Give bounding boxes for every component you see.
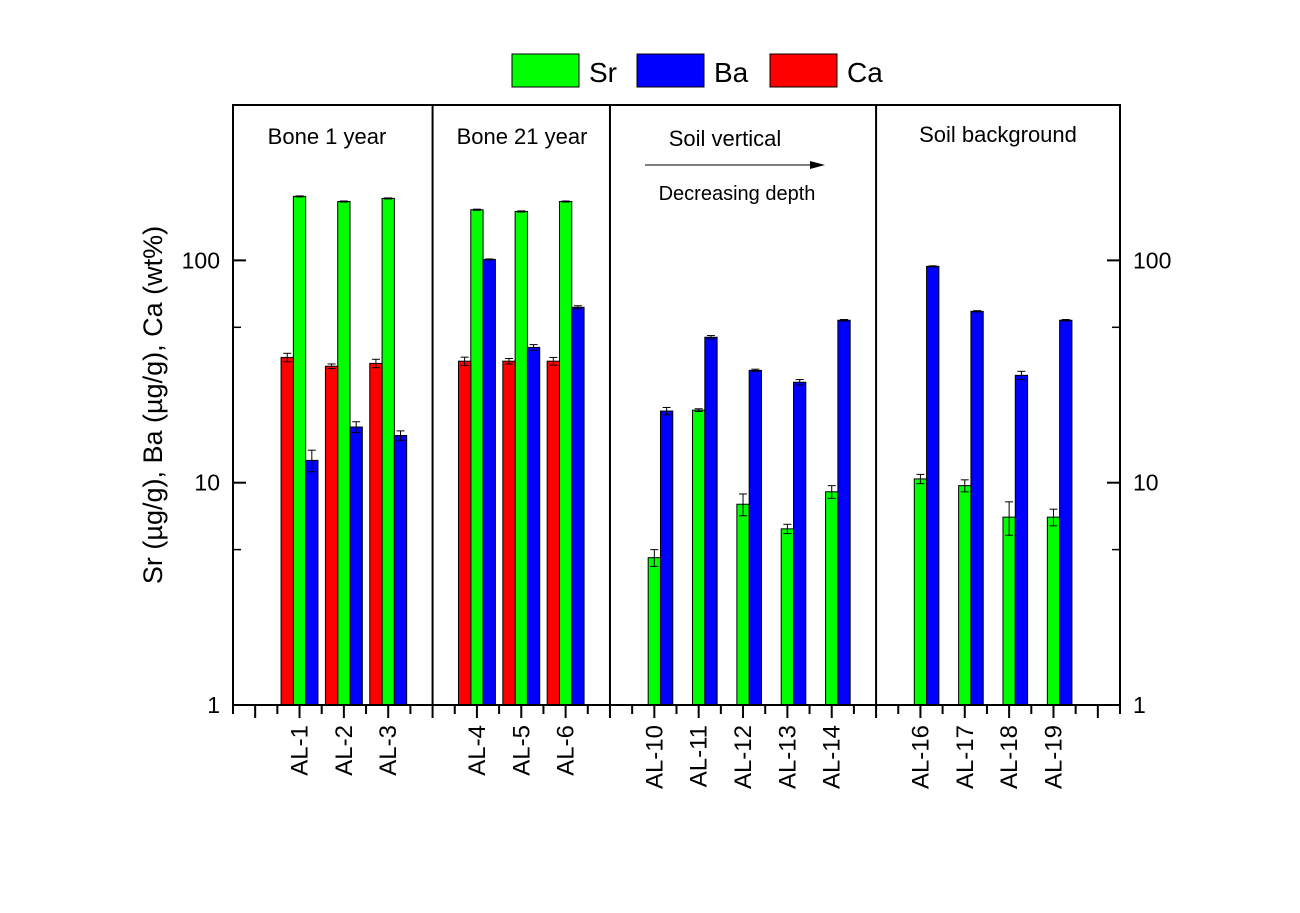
bar-sr-al-2	[337, 201, 351, 706]
legend-label-ba: Ba	[714, 57, 749, 88]
y-tick-label-left: 1	[207, 692, 220, 718]
axes: AL-1 AL-2 AL-3 AL-4 AL-5 AL-6 AL-10 AL-11 AL-12 A…	[182, 104, 1171, 789]
legend-label-ca: Ca	[847, 57, 883, 88]
bar-ba-al-4	[482, 258, 496, 706]
x-tick-label: AL-17	[952, 725, 979, 789]
annotation-decreasing-depth: Decreasing depth	[659, 183, 816, 205]
legend-swatch-ba	[636, 53, 705, 88]
x-tick-label: AL-5	[508, 725, 535, 776]
bar-sr-al-17	[958, 485, 972, 706]
x-tick-label: AL-10	[641, 725, 668, 789]
y-tick-label-left: 100	[182, 247, 220, 273]
bar-sr-al-12	[736, 503, 750, 706]
bar-ca-al-3	[369, 362, 383, 706]
x-tick-label: AL-12	[730, 725, 757, 789]
y-axis-label: Sr (µg/g), Ba (µg/g), Ca (wt%)	[138, 226, 168, 584]
bar-ba-al-13	[793, 381, 807, 706]
x-tick-label: AL-13	[774, 725, 801, 789]
bar-ba-al-10	[659, 410, 674, 706]
bar-sr-al-11	[692, 409, 706, 706]
bar-ba-al-18	[1014, 374, 1029, 706]
group-label-bone-21-year: Bone 21 year	[457, 124, 588, 149]
bar-sr-al-18	[1002, 516, 1016, 706]
bar-ba-al-2	[349, 426, 363, 706]
x-tick-label: AL-16	[907, 725, 934, 789]
bar-ba-al-12	[748, 369, 762, 706]
bar-ca-al-1	[280, 356, 294, 706]
x-tick-label: AL-1	[287, 725, 314, 776]
x-tick-label: AL-19	[1040, 725, 1067, 789]
group-label-soil-vertical: Soil vertical	[669, 126, 781, 151]
x-tick-label: AL-2	[331, 725, 358, 776]
x-tick-label: AL-11	[686, 725, 713, 787]
bar-sr-al-3	[381, 197, 395, 706]
y-tick-label-left: 10	[194, 470, 220, 496]
bar-sr-al-10	[647, 557, 661, 706]
bar-ba-al-6	[571, 306, 585, 706]
bar-ca-al-5	[502, 360, 516, 706]
bar-ba-al-16	[926, 265, 940, 706]
legend-swatch-ca	[769, 53, 838, 88]
bar-ca-al-4	[457, 360, 472, 706]
bar-sr-al-6	[558, 201, 573, 706]
legend-label-sr: Sr	[589, 57, 617, 88]
bars	[280, 195, 1073, 706]
bar-ba-al-3	[393, 435, 408, 706]
bar-sr-al-19	[1046, 516, 1061, 706]
bar-ba-al-11	[704, 336, 718, 706]
arrow-head	[810, 161, 825, 169]
x-tick-label: AL-14	[819, 725, 846, 789]
bar-sr-al-1	[292, 195, 307, 706]
bar-sr-al-14	[825, 491, 839, 706]
bar-sr-al-5	[514, 210, 528, 706]
bar-ba-al-1	[305, 459, 319, 706]
legend-swatch-sr	[511, 53, 580, 88]
y-tick-label-right: 10	[1133, 470, 1159, 496]
x-tick-label: AL-3	[375, 725, 402, 776]
bar-ca-al-2	[324, 365, 339, 706]
x-tick-label: AL-6	[553, 725, 580, 776]
bar-sr-al-13	[780, 528, 795, 706]
bar-ca-al-6	[546, 360, 560, 706]
x-tick-label: AL-4	[464, 725, 491, 776]
bar-ba-al-14	[837, 319, 851, 706]
group-label-soil-background: Soil background	[919, 122, 1077, 147]
bar-sr-al-4	[470, 209, 484, 706]
bar-sr-al-16	[913, 478, 928, 706]
y-tick-label-right: 1	[1133, 692, 1146, 718]
bar-ba-al-17	[970, 310, 984, 706]
group-label-bone-1-year: Bone 1 year	[268, 124, 387, 149]
x-tick-label: AL-18	[996, 725, 1023, 789]
bar-ba-al-19	[1059, 319, 1073, 706]
bar-ba-al-5	[526, 346, 541, 706]
legend: Sr Ba Ca	[511, 53, 883, 88]
y-tick-label-right: 100	[1133, 247, 1171, 273]
